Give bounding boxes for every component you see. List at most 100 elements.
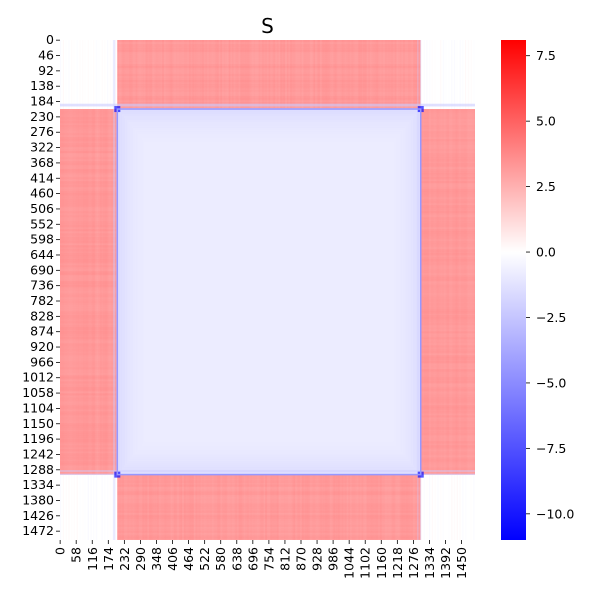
heatmap-stripe — [152, 40, 155, 110]
heatmap-stripe — [319, 40, 322, 110]
heatmap-stripe — [447, 109, 450, 475]
heatmap-stripe — [326, 40, 329, 110]
heatmap-stripe — [420, 247, 475, 250]
heatmap-stripe — [420, 279, 475, 282]
heatmap-stripe — [60, 331, 118, 334]
heatmap-stripe — [334, 40, 337, 110]
heatmap-stripe — [60, 379, 118, 382]
heatmap-stripe — [117, 474, 120, 540]
heatmap-stripe — [60, 349, 118, 352]
heatmap-stripe — [60, 335, 118, 338]
heatmap-stripe — [60, 249, 118, 252]
heatmap-stripe — [123, 474, 126, 540]
heatmap-stripe — [411, 40, 414, 110]
heatmap-stripe — [175, 40, 178, 110]
heatmap-stripe — [238, 474, 241, 540]
heatmap-stripe — [351, 474, 354, 540]
heatmap-stripe — [103, 109, 106, 475]
heatmap-stripe — [60, 225, 118, 228]
heatmap-stripe — [62, 40, 64, 110]
heatmap-stripe — [120, 40, 123, 110]
heatmap-stripe — [117, 534, 421, 537]
heatmap-stripe — [420, 143, 475, 146]
heatmap-stripe — [420, 137, 475, 140]
y-tick-label: 1426 — [22, 508, 54, 523]
heatmap-stripe — [178, 40, 181, 110]
heatmap-stripe — [419, 40, 422, 110]
heatmap-stripe — [125, 474, 128, 540]
heatmap-stripe — [420, 243, 475, 246]
heatmap-stripe — [60, 285, 118, 288]
x-tick-label: 696 — [245, 547, 260, 571]
heatmap-stripe — [420, 343, 475, 346]
heatmap-stripe — [420, 277, 475, 280]
heatmap-stripe — [339, 474, 342, 540]
heatmap-stripe — [291, 40, 294, 110]
heatmap-block — [420, 474, 475, 540]
heatmap-stripe — [117, 40, 120, 110]
heatmap-stripe — [73, 474, 76, 540]
heatmap-fringe — [144, 141, 394, 442]
heatmap-stripe — [208, 40, 211, 110]
heatmap-stripe — [420, 267, 475, 270]
heatmap-stripe — [420, 147, 475, 150]
heatmap-stripe — [383, 40, 386, 110]
x-tick-label: 464 — [181, 547, 196, 571]
heatmap-stripe — [420, 455, 475, 458]
heatmap-stripe — [60, 425, 118, 428]
heatmap-stripe — [420, 463, 475, 466]
heatmap-block — [117, 109, 422, 476]
heatmap-stripe — [399, 474, 402, 540]
heatmap-stripe — [442, 474, 445, 540]
heatmap-stripe — [225, 40, 228, 110]
heatmap-stripe — [60, 449, 118, 452]
heatmap-stripe — [213, 40, 216, 110]
heatmap-stripe — [420, 123, 475, 126]
heatmap-stripe — [420, 215, 475, 218]
heatmap-stripe — [117, 102, 421, 105]
x-tick-label: 1218 — [390, 547, 405, 579]
heatmap-stripe — [256, 474, 259, 540]
heatmap-stripe — [366, 474, 369, 540]
heatmap-stripe — [452, 109, 455, 475]
x-tick-label: 638 — [229, 547, 244, 571]
heatmap-stripe — [416, 474, 419, 540]
heatmap-stripe — [60, 275, 118, 278]
heatmap-stripe — [300, 474, 302, 540]
heatmap-stripe — [60, 423, 118, 426]
heatmap-stripe — [117, 48, 421, 51]
heatmap-stripe — [200, 40, 203, 110]
heatmap-stripe — [117, 532, 421, 535]
heatmap-stripe — [61, 109, 64, 475]
heatmap-stripe — [60, 281, 118, 284]
heatmap-stripe — [60, 129, 118, 132]
heatmap-stripe — [117, 52, 421, 55]
heatmap-block — [420, 40, 475, 110]
heatmap-stripe — [473, 40, 475, 110]
heatmap-stripe — [420, 439, 475, 442]
heatmap-stripe — [190, 40, 193, 110]
heatmap-stripe — [117, 40, 421, 43]
heatmap-fringe — [127, 121, 411, 462]
y-tick-label: 1242 — [22, 446, 54, 461]
heatmap-stripe — [420, 361, 475, 364]
heatmap-stripe — [434, 474, 436, 540]
heatmap-stripe — [152, 474, 155, 540]
heatmap-stripe — [60, 109, 118, 112]
heatmap-stripe — [60, 127, 118, 130]
heatmap-stripe — [128, 40, 131, 110]
heatmap-stripe — [280, 40, 283, 110]
heatmap-stripe — [373, 40, 376, 110]
heatmap-stripe — [76, 40, 78, 110]
heatmap-stripe — [420, 453, 475, 456]
heatmap-stripe — [460, 109, 463, 475]
heatmap-stripe — [329, 40, 332, 110]
heatmap-stripe — [468, 109, 471, 475]
heatmap-stripe — [60, 461, 118, 464]
heatmap-stripe — [117, 72, 421, 75]
heatmap-stripe — [288, 474, 291, 540]
y-tick-label: 92 — [38, 63, 54, 78]
heatmap-stripe — [442, 109, 445, 475]
heatmap-stripe — [245, 40, 248, 110]
heatmap-stripe — [60, 391, 118, 394]
